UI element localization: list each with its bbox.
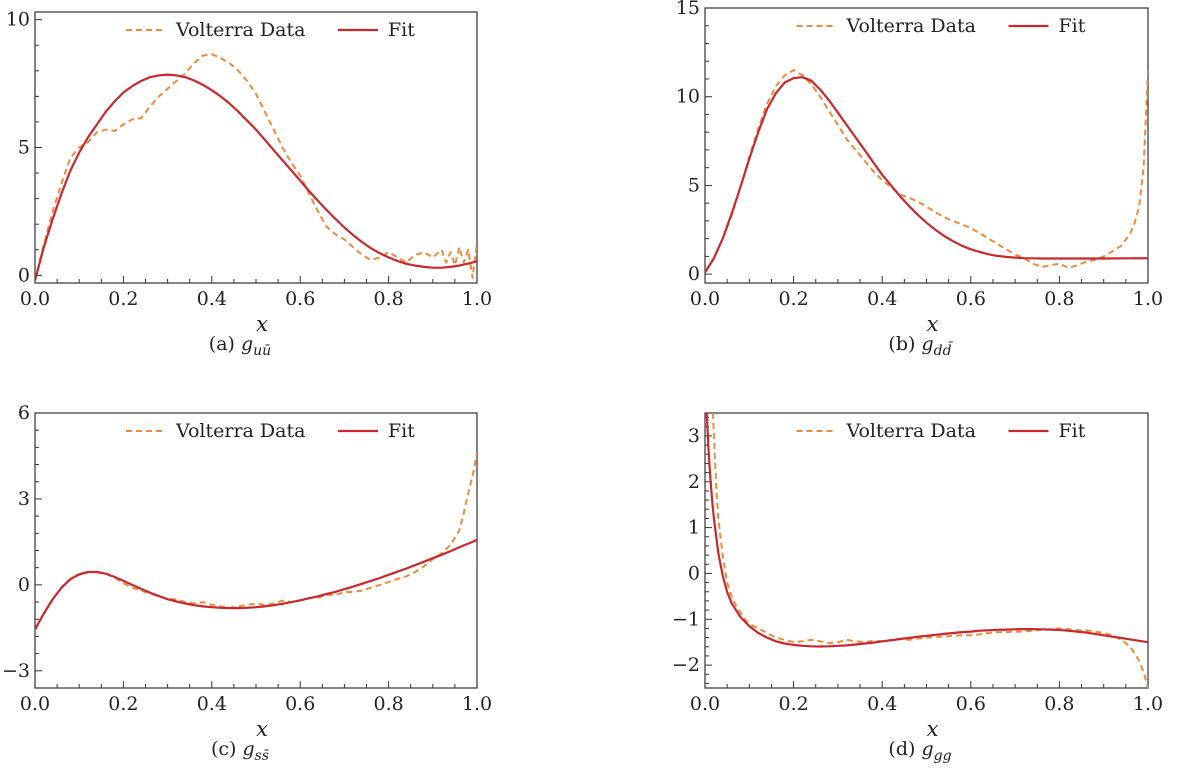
caption-symbol: g	[242, 738, 254, 760]
x-tick-label: 1.0	[462, 693, 492, 715]
legend-label-volterra-data: Volterra Data	[175, 420, 305, 442]
y-tick-label: 5	[18, 137, 30, 159]
legend-label-volterra-data: Volterra Data	[175, 19, 305, 41]
x-tick-label: 0.4	[867, 693, 897, 715]
y-tick-label: 15	[676, 0, 700, 19]
x-tick-label: 0.8	[1044, 693, 1074, 715]
caption-symbol: g	[241, 333, 253, 355]
legend: Volterra Data Fit	[796, 15, 1086, 37]
fit-line	[705, 413, 1148, 648]
y-tick-label: −2	[672, 654, 700, 676]
legend: Volterra Data Fit	[796, 420, 1086, 442]
legend-label-volterra-data: Volterra Data	[846, 420, 976, 442]
x-tick-label: 0.0	[690, 288, 720, 310]
caption-symbol: g	[921, 333, 933, 355]
legend: Volterra Data Fit	[126, 420, 415, 442]
caption-label: (d)	[888, 738, 921, 760]
x-tick-label: 0.2	[778, 693, 808, 715]
caption-a: (a) guū	[209, 333, 271, 359]
y-tick-label: −3	[2, 660, 30, 682]
caption-label: (a)	[209, 333, 241, 355]
y-tick-label: 0	[688, 562, 700, 584]
x-tick-label: 0.8	[373, 288, 403, 310]
caption-d: (d) ggg	[888, 738, 951, 764]
x-axis-label: x	[927, 312, 939, 336]
y-tick-label: 10	[6, 9, 30, 31]
x-tick-label: 0.0	[20, 288, 50, 310]
caption-label: (c)	[211, 738, 243, 760]
x-tick-label: 0.0	[20, 693, 50, 715]
y-tick-label: 10	[676, 86, 700, 108]
caption-subscript: gg	[934, 748, 952, 764]
y-tick-label: 1	[688, 517, 700, 539]
caption-label: (b)	[888, 333, 921, 355]
legend-label-fit: Fit	[388, 19, 415, 41]
fit-line	[705, 76, 1148, 273]
chart-panel-d: 0.0 0.2 0.4 0.6 0.8 1.0 −2 −1 0 1 2 3 x Volterra Data…	[672, 412, 1163, 764]
x-tick-label: 1.0	[1133, 288, 1163, 310]
y-tick-label: 5	[688, 174, 700, 196]
legend-label-volterra-data: Volterra Data	[846, 15, 976, 37]
plot-frame	[704, 412, 1149, 689]
x-tick-label: 1.0	[462, 288, 492, 310]
x-tick-label: 0.6	[285, 693, 315, 715]
y-tick-label: 6	[18, 402, 30, 424]
x-tick-label: 0.0	[690, 693, 720, 715]
legend: Volterra Data Fit	[126, 19, 415, 41]
x-tick-label: 0.2	[108, 288, 138, 310]
y-tick-label: −1	[672, 608, 700, 630]
x-tick-label: 0.4	[197, 288, 227, 310]
x-tick-label: 0.6	[956, 693, 986, 715]
y-tick-label: 0	[18, 574, 30, 596]
legend-label-fit: Fit	[1059, 420, 1086, 442]
volterra-data-line	[35, 53, 477, 281]
plot-frame	[704, 7, 1149, 284]
x-tick-label: 0.6	[956, 288, 986, 310]
x-tick-label: 0.6	[285, 288, 315, 310]
legend-label-fit: Fit	[1059, 15, 1086, 37]
caption-subscript: uū	[253, 343, 271, 359]
fit-line	[35, 538, 477, 630]
x-tick-label: 1.0	[1133, 693, 1163, 715]
caption-subscript: dd̄	[934, 341, 954, 359]
y-tick-label: 3	[18, 488, 30, 510]
x-axis-label: x	[256, 312, 268, 336]
caption-subscript: ss̄	[255, 748, 270, 764]
chart-panel-c: 0.0 0.2 0.4 0.6 0.8 1.0 −3 0 3 6 x Volterra Data Fit…	[2, 402, 492, 764]
x-axis-label: x	[256, 717, 268, 741]
volterra-data-line	[712, 413, 1148, 688]
legend-label-fit: Fit	[388, 420, 415, 442]
x-tick-label: 0.2	[108, 693, 138, 715]
x-tick-label: 0.2	[778, 288, 808, 310]
y-tick-label: 3	[688, 425, 700, 447]
y-tick-label: 2	[688, 471, 700, 493]
x-tick-label: 0.4	[197, 693, 227, 715]
plot-frame	[34, 11, 478, 284]
chart-panel-b: 0.0 0.2 0.4 0.6 0.8 1.0 0 5 10 15 x Volterra Data Fi…	[676, 0, 1163, 359]
x-tick-label: 0.8	[1044, 288, 1074, 310]
volterra-data-line	[35, 452, 477, 632]
caption-c: (c) gss̄	[211, 738, 270, 764]
x-axis-label: x	[927, 717, 939, 741]
y-tick-label: 0	[688, 263, 700, 285]
caption-symbol: g	[921, 738, 933, 760]
fit-line	[35, 73, 477, 281]
chart-panel-a: 0.0 0.2 0.4 0.6 0.8 1.0 0 5 10 x Volterra Data Fit (…	[6, 9, 492, 359]
y-tick-label: 0	[18, 264, 30, 286]
caption-b: (b) gdd̄	[888, 333, 953, 359]
x-tick-label: 0.4	[867, 288, 897, 310]
x-tick-label: 0.8	[373, 693, 403, 715]
plot-frame	[34, 412, 478, 689]
